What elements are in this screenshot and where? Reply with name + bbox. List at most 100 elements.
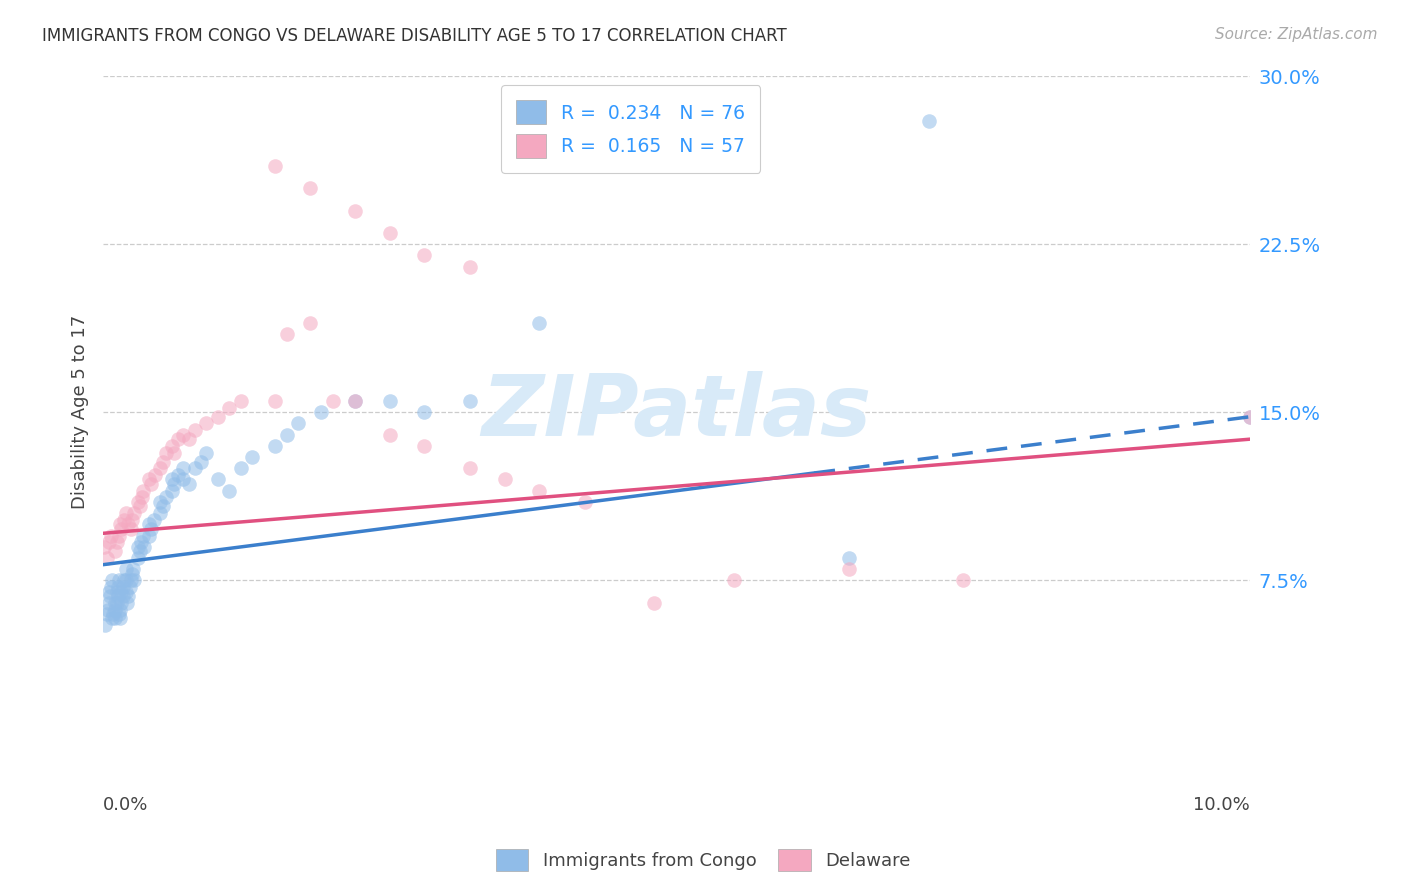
Point [378, 427, 401, 442]
Point [152, 454, 174, 468]
Point [1239, 409, 1261, 424]
Point [108, 607, 131, 621]
Point [120, 574, 142, 588]
Point [413, 439, 436, 453]
Text: Source: ZipAtlas.com: Source: ZipAtlas.com [1215, 27, 1378, 42]
Point [344, 394, 367, 409]
Point [101, 574, 124, 588]
Point [115, 506, 138, 520]
Point [166, 468, 188, 483]
Point [110, 584, 132, 599]
Point [93, 540, 115, 554]
Point [172, 473, 194, 487]
Point [107, 589, 129, 603]
Point [458, 394, 481, 409]
Point [413, 248, 436, 262]
Point [98, 589, 121, 603]
Point [527, 316, 550, 330]
Point [163, 477, 186, 491]
Point [184, 461, 207, 475]
Point [132, 483, 155, 498]
Point [110, 611, 132, 625]
Point [127, 551, 149, 566]
Point [107, 580, 129, 594]
Point [1239, 409, 1261, 424]
Point [163, 445, 186, 459]
Point [160, 473, 183, 487]
Point [152, 500, 174, 514]
Point [97, 602, 120, 616]
Point [100, 528, 122, 542]
Point [104, 544, 127, 558]
Point [131, 491, 153, 505]
Point [112, 574, 135, 588]
Legend: Immigrants from Congo, Delaware: Immigrants from Congo, Delaware [488, 842, 918, 879]
Point [110, 522, 132, 536]
Point [166, 432, 188, 446]
Point [115, 574, 138, 588]
Point [138, 517, 160, 532]
Point [298, 316, 321, 330]
Point [105, 596, 128, 610]
Point [195, 417, 218, 431]
Point [527, 483, 550, 498]
Point [264, 439, 287, 453]
Text: 0.0%: 0.0% [103, 796, 149, 814]
Point [128, 500, 150, 514]
Point [112, 513, 135, 527]
Point [127, 540, 149, 554]
Point [143, 468, 166, 483]
Point [172, 427, 194, 442]
Point [127, 495, 149, 509]
Point [344, 203, 367, 218]
Point [115, 562, 138, 576]
Point [118, 580, 141, 594]
Point [138, 473, 160, 487]
Point [138, 528, 160, 542]
Point [96, 607, 118, 621]
Point [322, 394, 344, 409]
Point [122, 506, 145, 520]
Point [105, 535, 128, 549]
Point [195, 445, 218, 459]
Point [276, 427, 298, 442]
Point [110, 596, 132, 610]
Point [207, 473, 229, 487]
Point [155, 445, 177, 459]
Text: IMMIGRANTS FROM CONGO VS DELAWARE DISABILITY AGE 5 TO 17 CORRELATION CHART: IMMIGRANTS FROM CONGO VS DELAWARE DISABI… [42, 27, 787, 45]
Y-axis label: Disability Age 5 to 17: Disability Age 5 to 17 [72, 315, 89, 509]
Point [190, 454, 212, 468]
Point [110, 517, 132, 532]
Point [344, 394, 367, 409]
Point [172, 461, 194, 475]
Point [104, 596, 127, 610]
Point [122, 574, 145, 588]
Point [218, 401, 240, 415]
Point [105, 584, 128, 599]
Point [838, 562, 860, 576]
Point [96, 551, 118, 566]
Point [142, 513, 165, 527]
Point [121, 566, 143, 581]
Point [141, 522, 163, 536]
Point [108, 574, 131, 588]
Point [111, 589, 134, 603]
Point [115, 596, 138, 610]
Point [121, 513, 143, 527]
Point [378, 394, 401, 409]
Point [276, 326, 298, 341]
Point [149, 495, 172, 509]
Point [179, 477, 201, 491]
Point [117, 589, 139, 603]
Point [149, 506, 172, 520]
Point [179, 432, 201, 446]
Point [229, 394, 252, 409]
Legend: R =  0.234   N = 76, R =  0.165   N = 57: R = 0.234 N = 76, R = 0.165 N = 57 [502, 86, 761, 173]
Point [458, 260, 481, 274]
Point [129, 535, 152, 549]
Point [298, 181, 321, 195]
Text: ZIPatlas: ZIPatlas [482, 371, 872, 454]
Point [104, 602, 127, 616]
Point [952, 574, 974, 588]
Point [100, 580, 122, 594]
